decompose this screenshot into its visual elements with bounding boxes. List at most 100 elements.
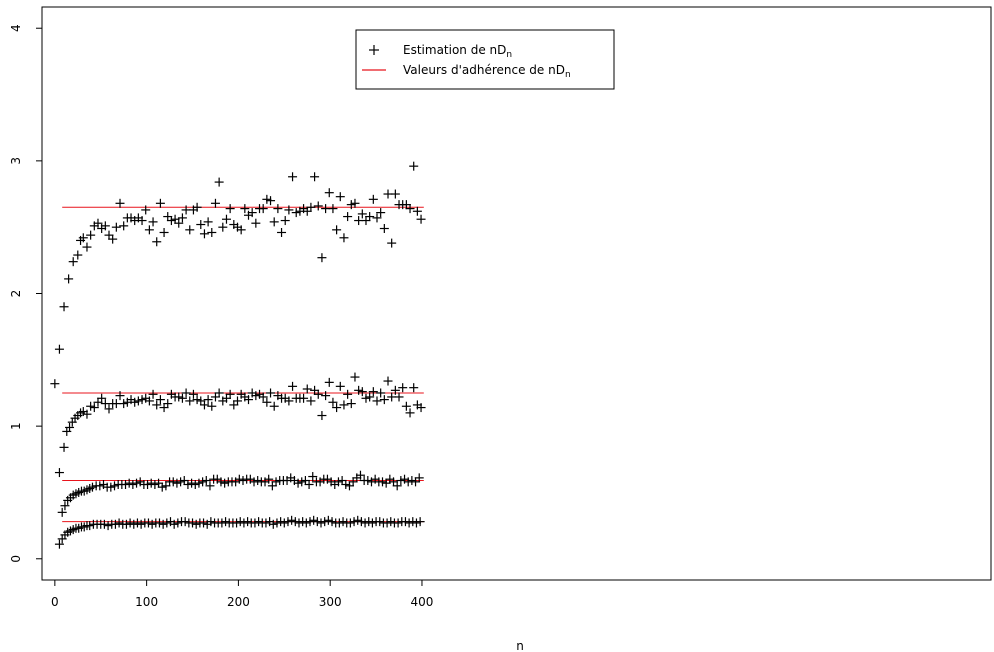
data-point	[339, 233, 349, 243]
data-point	[198, 477, 208, 487]
data-point	[111, 222, 121, 232]
data-point	[327, 517, 337, 527]
data-point	[267, 481, 277, 491]
data-point	[150, 480, 160, 489]
data-point	[365, 212, 375, 222]
data-point	[368, 194, 378, 204]
data-point	[136, 519, 146, 529]
data-point	[346, 399, 356, 409]
data-point	[310, 385, 320, 395]
data-point	[300, 476, 310, 486]
data-point	[104, 230, 114, 240]
data-point	[144, 225, 154, 235]
data-point	[261, 518, 271, 528]
y-tick-label: 2	[9, 290, 23, 298]
data-point	[332, 225, 342, 235]
data-point	[262, 194, 272, 204]
data-point	[353, 515, 363, 525]
data-point	[179, 476, 189, 486]
data-point	[157, 482, 167, 492]
data-point	[87, 482, 97, 492]
data-point	[192, 395, 202, 405]
data-point	[240, 204, 250, 214]
data-point	[258, 204, 268, 214]
data-point	[60, 501, 70, 511]
data-point	[368, 387, 378, 397]
data-point	[389, 477, 399, 487]
data-point	[190, 480, 200, 489]
data-point	[379, 395, 389, 405]
data-point	[162, 518, 172, 528]
data-point	[238, 476, 248, 486]
data-point	[401, 401, 411, 411]
data-point	[64, 274, 74, 284]
data-point	[251, 391, 261, 401]
data-point	[170, 214, 180, 224]
data-point	[177, 393, 187, 403]
plot-frame	[41, 6, 992, 581]
data-point	[119, 399, 129, 409]
data-point	[350, 198, 360, 208]
data-point	[148, 389, 158, 399]
data-point	[376, 388, 386, 398]
data-point	[199, 229, 209, 239]
data-point	[54, 344, 64, 354]
x-tick-label: 400	[411, 595, 434, 609]
data-point	[390, 385, 400, 395]
data-point	[381, 478, 391, 488]
data-point	[225, 204, 235, 214]
data-point	[313, 389, 323, 399]
data-point	[225, 389, 235, 399]
x-tick-label: 200	[227, 595, 250, 609]
data-point	[317, 411, 327, 421]
data-point	[174, 392, 184, 402]
data-point	[93, 218, 103, 228]
data-point	[297, 477, 307, 487]
data-point	[177, 213, 187, 223]
data-point	[409, 383, 419, 393]
data-point	[50, 379, 60, 389]
data-point	[128, 480, 138, 489]
data-point	[243, 517, 253, 527]
data-point	[416, 214, 426, 224]
data-point	[188, 389, 198, 399]
data-point	[293, 478, 303, 488]
data-point	[110, 481, 120, 491]
data-point	[221, 517, 231, 527]
data-point	[144, 396, 154, 406]
legend-entry-adherence: Valeurs d'adhérence de nDn	[403, 63, 571, 80]
data-point	[372, 213, 382, 223]
data-point	[196, 396, 206, 406]
legend-entry-estimation: Estimation de nDn	[403, 43, 512, 60]
data-point	[339, 400, 349, 410]
data-point	[415, 517, 425, 527]
data-point	[405, 204, 415, 214]
data-point	[174, 218, 184, 228]
data-point	[376, 208, 386, 218]
data-point	[379, 224, 389, 234]
data-point	[54, 468, 64, 478]
data-point	[137, 395, 147, 405]
data-point	[155, 395, 165, 405]
data-point	[363, 476, 373, 486]
data-point	[73, 250, 83, 260]
data-point	[82, 409, 92, 419]
data-point	[169, 519, 179, 529]
data-point	[203, 395, 213, 405]
data-point	[372, 396, 382, 406]
data-point	[354, 385, 364, 395]
data-point	[279, 518, 289, 528]
data-point	[159, 403, 169, 413]
data-point	[344, 481, 354, 491]
data-point	[324, 377, 334, 387]
data-point	[251, 218, 261, 228]
data-point	[361, 216, 371, 226]
data-point	[104, 404, 114, 414]
data-point	[191, 519, 201, 529]
y-tick-label: 3	[9, 157, 23, 165]
data-point	[232, 396, 242, 406]
data-point	[302, 206, 312, 216]
data-point	[147, 519, 157, 529]
data-point	[205, 481, 215, 491]
data-point	[181, 388, 191, 398]
